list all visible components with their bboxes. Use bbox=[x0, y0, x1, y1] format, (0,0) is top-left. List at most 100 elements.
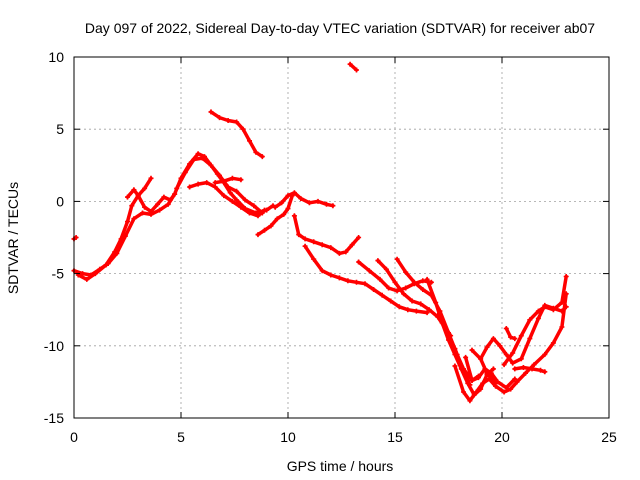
data-point bbox=[563, 304, 569, 310]
data-point bbox=[302, 236, 308, 242]
data-point bbox=[542, 352, 548, 357]
data-point bbox=[413, 308, 419, 314]
data-point bbox=[527, 336, 533, 342]
data-point bbox=[510, 350, 516, 356]
data-point bbox=[118, 236, 124, 242]
data-point bbox=[182, 170, 188, 175]
data-point bbox=[315, 198, 321, 204]
data-point bbox=[559, 308, 565, 314]
data-point bbox=[394, 256, 400, 262]
data-point bbox=[311, 239, 317, 245]
data-point bbox=[262, 227, 267, 233]
data-point bbox=[467, 398, 473, 404]
data-point bbox=[490, 366, 496, 372]
data-point bbox=[520, 365, 526, 370]
data-point bbox=[174, 185, 180, 191]
data-point bbox=[125, 194, 130, 200]
data-point bbox=[446, 337, 451, 343]
data-point bbox=[354, 279, 359, 285]
y-tick-label: -5 bbox=[52, 266, 65, 282]
data-point bbox=[221, 178, 227, 184]
series-arc-25 bbox=[478, 356, 499, 386]
series-line bbox=[395, 257, 517, 390]
data-point bbox=[204, 180, 210, 186]
data-point bbox=[418, 301, 424, 307]
data-point bbox=[383, 266, 389, 272]
data-point bbox=[401, 291, 407, 297]
data-point bbox=[396, 304, 402, 310]
data-point bbox=[336, 275, 342, 281]
data-point bbox=[195, 151, 201, 157]
data-point bbox=[242, 197, 248, 203]
y-tick-label: 10 bbox=[48, 49, 64, 65]
data-point bbox=[238, 177, 244, 183]
data-point bbox=[550, 340, 556, 346]
data-point bbox=[255, 213, 261, 219]
data-point bbox=[131, 187, 137, 193]
data-point bbox=[529, 366, 535, 372]
data-point bbox=[366, 268, 372, 274]
data-point bbox=[148, 175, 154, 181]
data-point bbox=[535, 308, 541, 314]
data-point bbox=[298, 196, 304, 201]
data-point bbox=[484, 344, 490, 350]
data-point bbox=[503, 326, 509, 331]
data-point bbox=[253, 149, 259, 155]
data-point bbox=[356, 235, 362, 240]
data-point bbox=[480, 380, 486, 386]
data-point bbox=[319, 242, 325, 248]
data-point bbox=[375, 258, 381, 264]
data-point bbox=[142, 204, 148, 210]
data-point bbox=[221, 193, 227, 199]
data-point bbox=[531, 362, 537, 368]
series-line bbox=[187, 180, 267, 218]
data-point bbox=[103, 262, 109, 268]
data-point bbox=[324, 201, 329, 207]
data-point bbox=[238, 204, 244, 210]
series-line bbox=[213, 176, 243, 185]
data-point bbox=[302, 243, 308, 249]
data-point bbox=[285, 206, 291, 212]
data-point bbox=[508, 334, 514, 340]
data-point bbox=[473, 389, 479, 395]
data-point bbox=[469, 378, 475, 383]
x-axis-label: GPS time / hours bbox=[287, 458, 394, 474]
data-point bbox=[379, 292, 385, 298]
series-arc-09 bbox=[255, 193, 295, 238]
data-point bbox=[161, 194, 167, 200]
data-point bbox=[441, 323, 447, 329]
data-point bbox=[217, 115, 222, 121]
data-point bbox=[142, 185, 148, 191]
data-point bbox=[259, 154, 265, 160]
data-point bbox=[291, 190, 297, 196]
x-tick-label: 0 bbox=[70, 429, 78, 445]
data-point bbox=[272, 204, 278, 210]
data-point bbox=[217, 172, 222, 178]
data-point bbox=[281, 211, 287, 217]
data-point bbox=[461, 389, 466, 395]
data-point bbox=[362, 281, 368, 287]
data-point bbox=[296, 232, 302, 238]
series-arc-18 bbox=[452, 291, 569, 404]
data-point bbox=[347, 61, 353, 67]
chart-title: Day 097 of 2022, Sidereal Day-to-day VTE… bbox=[85, 20, 595, 36]
data-point bbox=[510, 360, 516, 366]
data-point bbox=[388, 298, 394, 304]
data-point bbox=[458, 366, 464, 372]
series-arc-23 bbox=[503, 326, 518, 342]
data-point bbox=[319, 268, 325, 274]
data-point bbox=[371, 287, 377, 292]
data-point bbox=[251, 203, 257, 209]
data-point bbox=[349, 242, 355, 248]
data-point bbox=[518, 333, 524, 339]
data-point bbox=[354, 67, 359, 73]
data-point bbox=[420, 278, 426, 284]
data-point bbox=[452, 363, 458, 369]
data-point bbox=[465, 380, 471, 386]
data-point bbox=[497, 343, 503, 349]
data-point bbox=[343, 249, 349, 255]
x-tick-label: 10 bbox=[280, 429, 296, 445]
data-point bbox=[92, 271, 98, 277]
data-point bbox=[508, 386, 514, 392]
